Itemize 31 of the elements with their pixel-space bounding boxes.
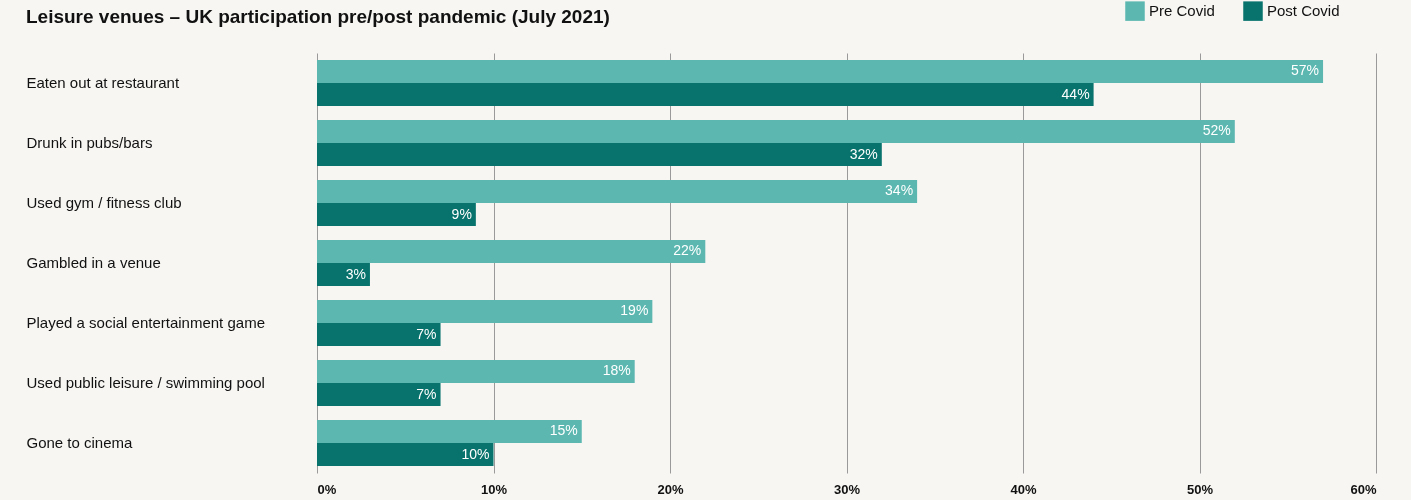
y-tick-label: Used public leisure / swimming pool [26,374,265,391]
y-tick-label: Gambled in a venue [26,254,161,271]
data-label: 34% [885,182,914,199]
x-tick-label: 20% [657,481,684,497]
data-label: 57% [1291,62,1320,79]
data-label: 44% [1061,85,1090,102]
data-label: 19% [620,302,649,319]
y-tick-label: Eaten out at restaurant [26,74,180,91]
y-tick-label: Used gym / fitness club [26,194,182,211]
data-label: 52% [1202,122,1231,139]
y-tick-label: Gone to cinema [26,434,134,451]
x-tick-label: 30% [833,481,861,497]
data-label: 22% [673,242,702,259]
x-tick-label: 10% [480,481,508,497]
y-tick-label: Played a social entertainment game [26,314,265,331]
data-label: 7% [416,325,437,342]
legend-label: Pre Covid [1149,2,1215,20]
x-tick-label: 40% [1010,481,1037,497]
data-label: 9% [451,205,472,222]
chart-title: Leisure venues – UK participation pre/post pandemic (July 2021) [26,6,610,27]
y-tick-label: Drunk in pubs/bars [26,134,153,151]
data-label: 3% [345,265,366,282]
data-label: 7% [416,385,437,402]
legend-label: Post Covid [1267,2,1340,20]
data-label: 15% [549,422,578,439]
data-label: 10% [461,445,490,462]
data-label: 18% [602,362,631,379]
x-tick-label: 0% [317,481,337,497]
x-tick-label: 60% [1350,481,1377,497]
x-tick-label: 50% [1186,481,1214,497]
data-label: 32% [849,145,878,162]
